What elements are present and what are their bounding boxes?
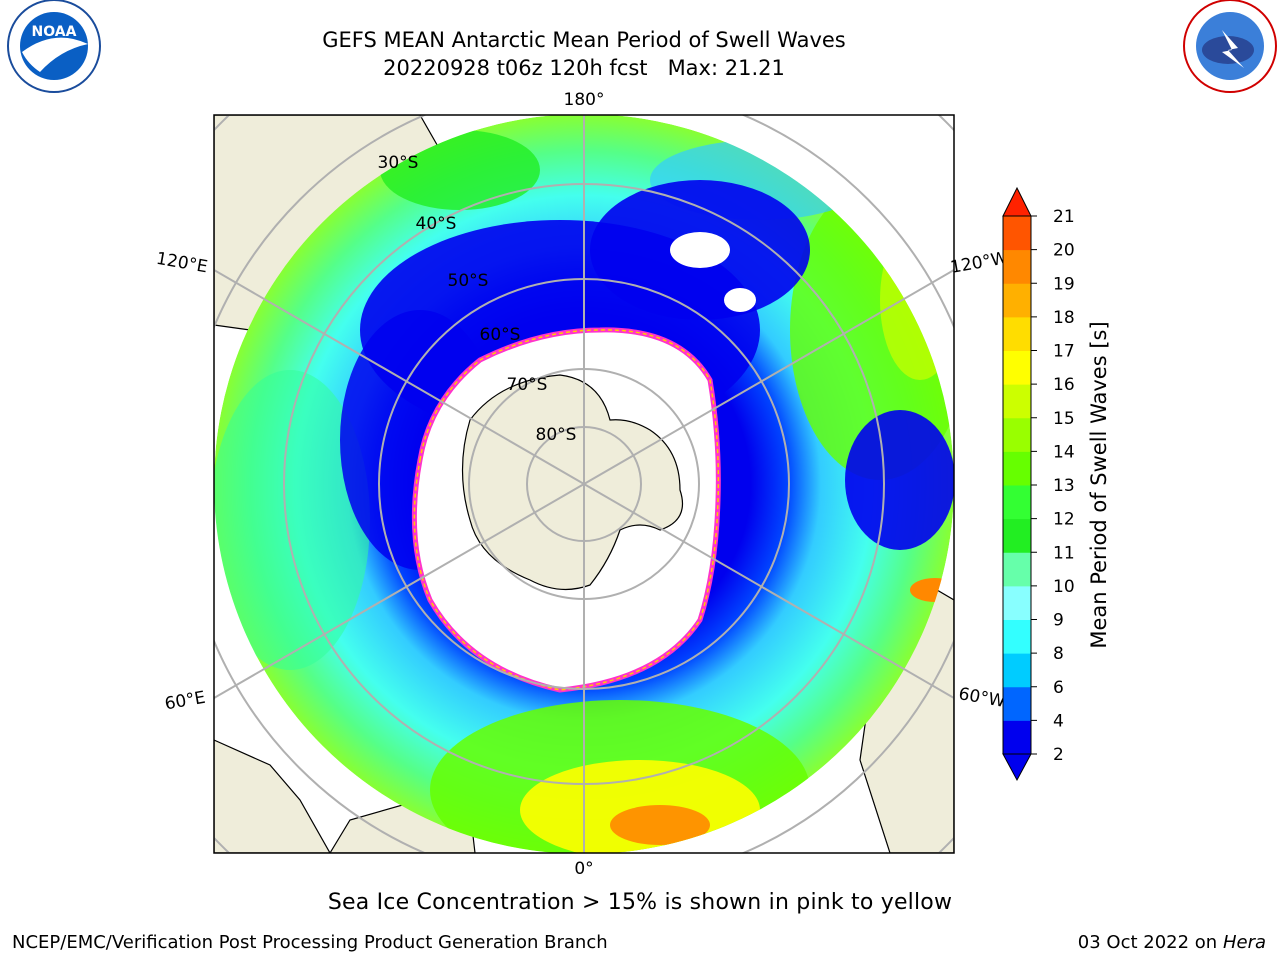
nws-logo <box>1183 0 1277 93</box>
colorbar-tick-label: 10 <box>1053 577 1075 597</box>
forecast-subtitle: 20220928 t06z 120h fcst Max: 21.21 <box>383 56 785 80</box>
colorbar-segment <box>1003 619 1031 654</box>
colorbar-tick-label: 20 <box>1053 241 1075 261</box>
colorbar-tick-label: 2 <box>1053 745 1064 765</box>
colorbar-tick-label: 14 <box>1053 442 1075 462</box>
colorbar-segment <box>1003 720 1031 755</box>
footer-date: 03 Oct 2022 on Hera <box>1078 932 1266 953</box>
colorbar-tick-label: 11 <box>1053 543 1075 563</box>
map-frame <box>213 114 955 854</box>
colorbar-tick-label: 4 <box>1053 711 1064 731</box>
footer-date-text: 03 Oct 2022 on <box>1077 932 1223 953</box>
colorbar-tick-label: 6 <box>1053 678 1064 698</box>
footer-machine: Hera <box>1222 932 1266 953</box>
lon-label-upper-left: 120°E <box>155 249 209 278</box>
lat-label-60s: 60°S <box>480 325 521 345</box>
colorbar-tick-label: 13 <box>1053 476 1075 496</box>
lat-label-80s: 80°S <box>536 425 577 445</box>
colorbar-tick-label: 21 <box>1053 207 1075 227</box>
noaa-logo-text: NOAA <box>32 24 77 40</box>
lon-label-top: 180° <box>564 90 605 110</box>
colorbar-tick-label: 16 <box>1053 375 1075 395</box>
colorbar-segment <box>1003 552 1031 587</box>
colorbar-over-arrow <box>1002 186 1032 217</box>
colorbar-segment <box>1003 451 1031 486</box>
africa-land <box>214 739 331 853</box>
colorbar-segment <box>1003 283 1031 318</box>
colorbar-segment <box>1003 417 1031 452</box>
footer-credit: NCEP/EMC/Verification Post Processing Pr… <box>12 932 608 953</box>
sea-ice-caption: Sea Ice Concentration > 15% is shown in … <box>327 890 953 915</box>
lon-label-lower-left: 60°E <box>163 688 207 715</box>
colorbar-tick-label: 17 <box>1053 342 1075 362</box>
lat-label-70s: 70°S <box>507 375 548 395</box>
colorbar-tick-label: 15 <box>1053 409 1075 429</box>
lat-label-50s: 50°S <box>448 271 489 291</box>
graticule <box>214 115 954 853</box>
colorbar-tick-label: 9 <box>1053 611 1064 631</box>
colorbar-tick-label: 12 <box>1053 510 1075 530</box>
colorbar-tick-label: 8 <box>1053 644 1064 664</box>
colorbar: 2 4 6 8 9 10 11 12 13 14 15 16 17 18 19 20 21 <box>1002 186 1075 782</box>
colorbar-segment <box>1003 216 1031 251</box>
colorbar-segment <box>1003 653 1031 688</box>
lon-label-bottom: 0° <box>574 859 593 879</box>
lat-label-30s: 30°S <box>378 153 419 173</box>
antarctica-land <box>461 374 684 591</box>
lon-label-upper-right: 120°W <box>949 248 1010 278</box>
colorbar-under-arrow <box>1002 753 1032 782</box>
colorbar-segment <box>1003 518 1031 553</box>
colorbar-segment <box>1003 316 1031 351</box>
colorbar-segment <box>1003 485 1031 520</box>
colorbar-tick-label: 19 <box>1053 274 1075 294</box>
colorbar-segment <box>1003 686 1031 721</box>
lat-label-40s: 40°S <box>416 214 457 234</box>
colorbar-label: Mean Period of Swell Waves [s] <box>1087 321 1111 648</box>
colorbar-segment <box>1003 585 1031 620</box>
map-title: GEFS MEAN Antarctic Mean Period of Swell… <box>322 28 846 52</box>
lon-label-lower-right: 60°W <box>957 684 1007 712</box>
colorbar-tick-label: 18 <box>1053 308 1075 328</box>
colorbar-segment <box>1003 249 1031 284</box>
colorbar-segment <box>1003 350 1031 385</box>
colorbar-segment <box>1003 384 1031 419</box>
noaa-logo: NOAA <box>7 0 101 93</box>
